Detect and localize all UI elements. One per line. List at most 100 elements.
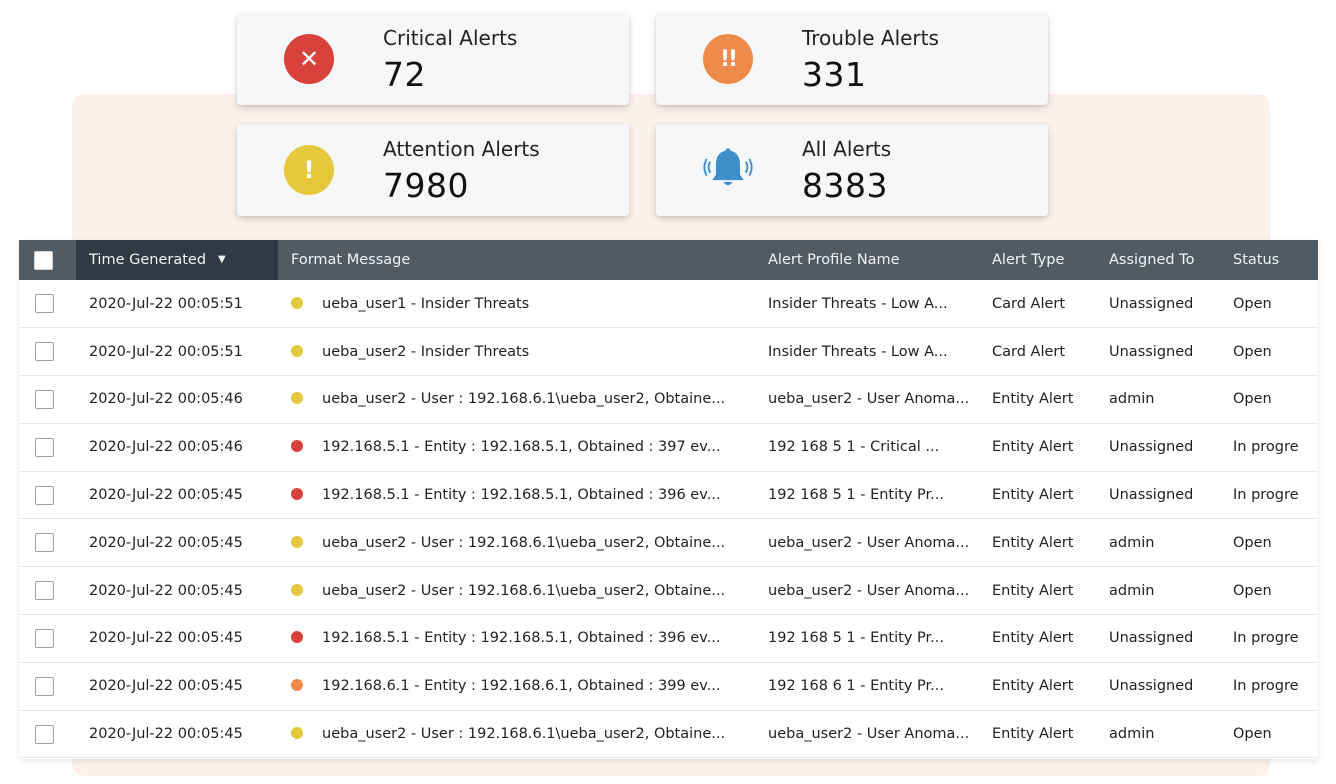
cell-message[interactable]: ueba_user1 - Insider Threats [278,280,755,328]
message-text: 192.168.5.1 - Entity : 192.168.5.1, Obta… [322,630,721,647]
cell-time: 2020-Jul-22 00:05:46 [89,439,243,456]
row-checkbox[interactable] [35,294,54,314]
table-row[interactable]: 2020-Jul-22 00:05:45 ueba_user2 - User : … [19,710,1318,758]
trouble-alerts-card[interactable]: !! Trouble Alerts 331 [656,13,1048,105]
message-text: ueba_user2 - User : 192.168.6.1\ueba_use… [322,582,726,599]
row-checkbox[interactable] [35,676,54,696]
column-header-time-label: Time Generated [89,252,207,268]
trouble-alerts-label: Trouble Alerts [802,26,939,50]
cell-assigned: admin [1109,391,1155,408]
cell-message[interactable]: 192.168.6.1 - Entity : 192.168.6.1, Obta… [278,662,755,710]
message-text: 192.168.5.1 - Entity : 192.168.5.1, Obta… [322,439,721,456]
column-header-assigned[interactable]: Assigned To [1109,252,1195,268]
attention-alerts-card[interactable]: ! Attention Alerts 7980 [237,124,629,216]
attention-alerts-count: 7980 [383,166,469,205]
column-header-profile[interactable]: Alert Profile Name [768,252,900,268]
row-checkbox[interactable] [35,485,54,505]
cell-time: 2020-Jul-22 00:05:51 [89,343,243,360]
row-select-cell [19,376,76,424]
critical-alerts-card[interactable]: ✕ Critical Alerts 72 [237,13,629,105]
row-checkbox[interactable] [35,724,54,744]
cell-message[interactable]: ueba_user2 - Insider Threats [278,328,755,376]
severity-dot-icon [291,296,303,309]
row-select-cell [19,662,76,710]
cell-type: Entity Alert [992,534,1074,551]
cell-profile: ueba_user2 - User Anoma... [768,391,970,408]
cell-time: 2020-Jul-22 00:05:45 [89,487,243,504]
all-alerts-card[interactable]: All Alerts 8383 [656,124,1048,216]
table-row[interactable]: 2020-Jul-22 00:05:46 ueba_user2 - User : … [19,376,1318,424]
column-header-message[interactable]: Format Message [291,252,411,268]
row-checkbox[interactable] [35,437,54,457]
severity-dot-icon [291,583,303,596]
severity-dot-icon [291,392,303,405]
severity-dot-icon [291,535,303,548]
severity-dot-icon [291,488,303,501]
cell-message[interactable]: ueba_user2 - User : 192.168.6.1\ueba_use… [278,567,755,615]
cell-profile: Insider Threats - Low A... [768,343,948,360]
caret-down-icon[interactable]: ▼ [218,254,226,265]
cell-assigned: Unassigned [1109,630,1194,647]
message-text: ueba_user1 - Insider Threats [322,295,530,312]
row-checkbox[interactable] [35,342,54,362]
trouble-alerts-count: 331 [802,55,867,94]
table-row[interactable]: 2020-Jul-22 00:05:45 192.168.6.1 - Entity… [19,662,1318,711]
row-checkbox[interactable] [35,628,54,648]
cell-assigned: Unassigned [1109,295,1194,312]
row-select-cell [19,710,76,758]
table-row[interactable]: 2020-Jul-22 00:05:45 192.168.5.1 - Entity… [19,471,1318,519]
attention-alerts-label: Attention Alerts [383,137,540,161]
cell-status: Open [1233,726,1272,743]
row-checkbox[interactable] [35,389,54,409]
critical-icon-wrap: ✕ [284,34,334,84]
table-header-row: Time Generated ▼ Format Message Alert Pro… [19,240,1318,280]
column-header-time[interactable]: Time Generated ▼ [76,240,278,280]
row-select-cell [19,328,76,376]
table-row[interactable]: 2020-Jul-22 00:05:45 192.168.5.1 - Entity… [19,615,1318,663]
cell-type: Entity Alert [992,678,1074,695]
message-text: ueba_user2 - Insider Threats [322,343,530,360]
table-row[interactable]: 2020-Jul-22 00:05:51 ueba_user2 - Insider… [19,328,1318,376]
cell-time: 2020-Jul-22 00:05:46 [89,391,243,408]
table-row[interactable]: 2020-Jul-22 00:05:45 ueba_user2 - User : … [19,567,1318,615]
table-row[interactable]: 2020-Jul-22 00:05:45 ueba_user2 - User : … [19,519,1318,567]
attention-icon-wrap: ! [284,145,334,195]
select-all-header [19,240,76,280]
cell-message[interactable]: 192.168.5.1 - Entity : 192.168.5.1, Obta… [278,471,755,519]
alerts-table: Time Generated ▼ Format Message Alert Pro… [19,240,1318,759]
table-row[interactable]: 2020-Jul-22 00:05:46 192.168.5.1 - Entity… [19,423,1318,472]
cell-assigned: Unassigned [1109,343,1194,360]
cell-message[interactable]: 192.168.5.1 - Entity : 192.168.5.1, Obta… [278,615,755,663]
message-text: 192.168.6.1 - Entity : 192.168.6.1, Obta… [322,678,721,695]
table-row[interactable]: 2020-Jul-22 00:05:51 ueba_user1 - Insider… [19,280,1318,328]
row-select-cell [19,615,76,663]
cell-message[interactable]: ueba_user2 - User : 192.168.6.1\ueba_use… [278,519,755,567]
row-checkbox[interactable] [35,581,54,601]
critical-alerts-label: Critical Alerts [383,26,518,50]
cell-profile: 192 168 6 1 - Entity Pr... [768,678,944,695]
double-exclamation-icon: !! [703,34,753,84]
cell-message[interactable]: ueba_user2 - User : 192.168.6.1\ueba_use… [278,376,755,424]
row-checkbox[interactable] [35,533,54,553]
cell-message[interactable]: ueba_user2 - User : 192.168.6.1\ueba_use… [278,710,755,758]
cell-message[interactable]: 192.168.5.1 - Entity : 192.168.5.1, Obta… [278,423,755,471]
cell-status: Open [1233,582,1272,599]
cell-assigned: Unassigned [1109,487,1194,504]
alerts-grid: Time Generated ▼ Format Message Alert Pro… [19,240,1318,758]
severity-dot-icon [291,727,303,740]
cell-assigned: admin [1109,534,1155,551]
cell-type: Entity Alert [992,726,1074,743]
cell-status: Open [1233,295,1272,312]
row-select-cell [19,567,76,615]
select-all-checkbox[interactable] [34,250,53,270]
cell-profile: Insider Threats - Low A... [768,295,948,312]
bell-icon [703,148,753,186]
column-header-type[interactable]: Alert Type [992,252,1065,268]
cell-time: 2020-Jul-22 00:05:45 [89,630,243,647]
cell-status: In progre [1233,630,1299,647]
trouble-icon-wrap: !! [703,34,753,84]
severity-dot-icon [291,679,303,692]
column-header-status[interactable]: Status [1233,252,1280,268]
cell-profile: 192 168 5 1 - Critical ... [768,439,940,456]
all-alerts-label: All Alerts [802,137,892,161]
